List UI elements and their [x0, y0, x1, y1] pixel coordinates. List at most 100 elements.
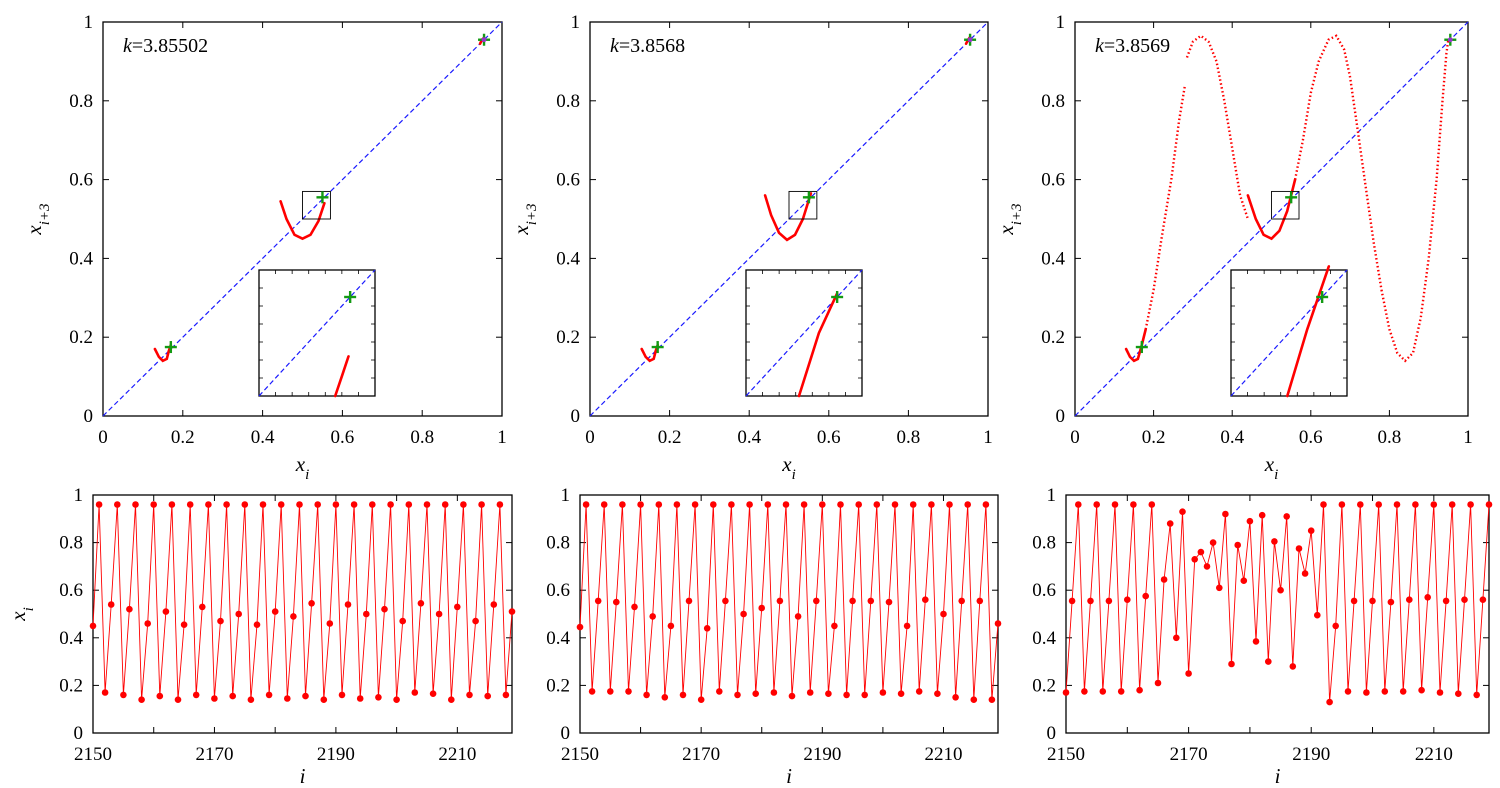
x-tick-label: 0 [1070, 427, 1080, 448]
y-tick-label: 0.8 [556, 91, 580, 112]
series-point [399, 617, 407, 625]
series-point [484, 692, 492, 700]
series-point [1093, 501, 1100, 508]
top-fixed-point-dot [967, 37, 973, 43]
series-point [290, 613, 297, 620]
series-point [472, 617, 479, 625]
series-point [873, 501, 881, 508]
y-tick-label: 0.4 [556, 248, 580, 269]
series-point [496, 501, 504, 508]
series-point [508, 608, 516, 615]
series-point [1081, 688, 1088, 695]
y-tick-label: 0 [1047, 723, 1057, 744]
x-axis-label: i [300, 764, 306, 788]
x-tick-label: 0.6 [817, 427, 841, 448]
series-point [1350, 597, 1358, 605]
series-point [928, 501, 935, 508]
series-point [613, 598, 620, 606]
bottom-center-time-series: 0 0.2 0.4 0.6 0.8 1 2150 2170 2190 2210 i [546, 485, 1002, 788]
series-point [588, 688, 596, 695]
series-point [819, 501, 826, 508]
series-point [460, 501, 467, 508]
series-point [1203, 563, 1211, 570]
series-point [1369, 597, 1376, 605]
x-tick-label: 2210 [924, 744, 962, 765]
series-point [922, 596, 929, 603]
series-point [964, 501, 971, 508]
series-point [940, 610, 947, 618]
series-point [490, 601, 498, 608]
y-tick-label: 0.6 [556, 170, 580, 191]
series-point [782, 501, 790, 508]
series-point [1332, 622, 1339, 630]
x-tick-label: 0.6 [1299, 427, 1323, 448]
series-point [308, 600, 315, 607]
y-tick-label: 0.2 [556, 327, 580, 348]
series-point [1111, 501, 1119, 508]
map-curve-dotted-segment [1185, 34, 1250, 220]
y-tick-label: 0.4 [59, 628, 83, 649]
series-point [806, 689, 814, 696]
series-point [1424, 594, 1431, 601]
x-tick-label: 2190 [1292, 744, 1330, 765]
series-point [752, 690, 759, 697]
x-tick-label: 1 [497, 427, 507, 448]
series-point [1418, 686, 1425, 694]
series-point [259, 501, 267, 508]
x-tick-label: 2150 [1047, 744, 1085, 765]
series-point [685, 597, 693, 605]
y-tick-label: 0.2 [69, 327, 93, 348]
x-tick-label: 2210 [1415, 744, 1453, 765]
y-tick-label: 0.6 [59, 580, 83, 601]
series-point [1295, 545, 1303, 552]
map-curve-dotted-segment [1144, 84, 1187, 330]
y-tick-label: 0.8 [59, 533, 83, 554]
series-point [150, 501, 157, 508]
series-point [192, 691, 200, 699]
series-point [101, 689, 109, 696]
series-point [1399, 688, 1407, 695]
series-point [946, 501, 953, 508]
y-tick-label: 0.8 [1032, 533, 1056, 554]
y-tick-label: 0.4 [1041, 248, 1065, 269]
x-tick-label: 2170 [682, 744, 720, 765]
series-point [502, 691, 510, 699]
series-point [794, 613, 802, 620]
series-point [1148, 501, 1156, 508]
parameter-annotation: k=3.85502 [123, 35, 208, 57]
series-point [994, 620, 1002, 627]
series-point [217, 617, 224, 625]
series-point [1105, 597, 1113, 605]
series-point [667, 622, 675, 630]
series-point [1209, 539, 1217, 546]
x-axis-label: xi [781, 452, 796, 483]
y-tick-label: 0 [571, 406, 581, 427]
series-point [138, 696, 145, 703]
series-point [296, 501, 303, 508]
y-tick-label: 0 [74, 723, 84, 744]
series-point [107, 601, 115, 608]
x-tick-label: 2150 [74, 744, 112, 765]
inset-map-curve [1286, 265, 1331, 398]
series-point [1436, 689, 1444, 696]
series-point [867, 597, 875, 605]
series-point [1075, 501, 1082, 508]
series-point [934, 690, 941, 697]
series-point [1117, 688, 1125, 695]
series-point [776, 597, 784, 605]
series-point [1363, 689, 1370, 696]
x-tick-label: 0.2 [658, 427, 682, 448]
series-point [988, 696, 996, 703]
series-point [1222, 510, 1229, 518]
zoom-box [1271, 190, 1300, 220]
series-line [579, 504, 999, 700]
series-point [1271, 538, 1278, 545]
series-point [120, 691, 127, 699]
series-point [655, 501, 663, 508]
series-point [1430, 501, 1438, 508]
y-tick-label: 0.8 [1041, 91, 1065, 112]
series-point [1142, 592, 1149, 600]
series-point [837, 501, 844, 508]
x-tick-label: 1 [1463, 427, 1473, 448]
series-point [1485, 501, 1493, 508]
